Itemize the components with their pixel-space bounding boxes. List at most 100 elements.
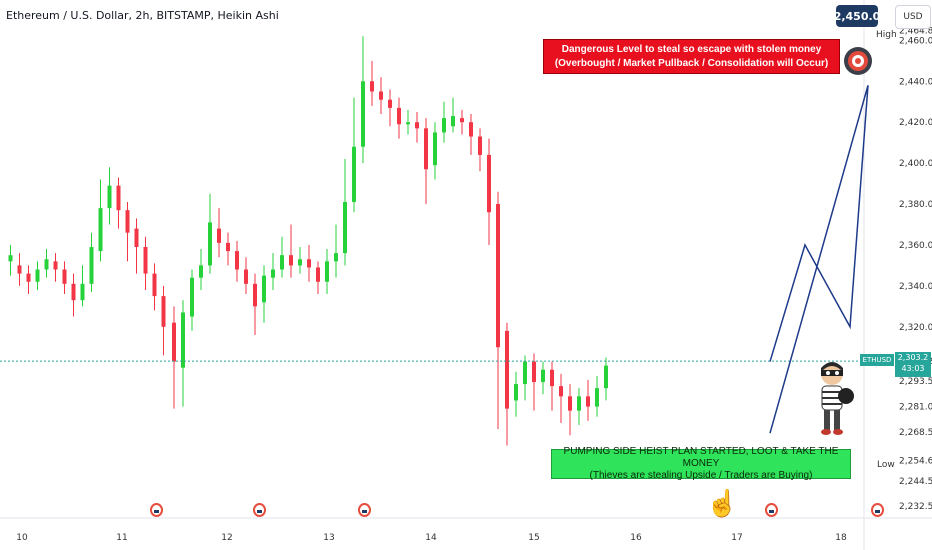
event-badge-icon[interactable]: [765, 503, 778, 517]
heist-annotation: PUMPING SIDE HEIST PLAN STARTED, LOOT & …: [551, 446, 851, 481]
candle-body: [415, 122, 419, 129]
candle-body: [334, 253, 338, 262]
price-tick-label: 2,232.5: [899, 502, 932, 512]
danger-line1: Dangerous Level to steal so escape with …: [561, 43, 822, 55]
currency-button[interactable]: USD: [895, 5, 931, 29]
time-tick-label: 11: [116, 533, 127, 543]
candle-body: [253, 283, 257, 307]
candle-body: [98, 208, 103, 252]
candle-body: [478, 136, 482, 155]
pointing-hand-icon: ☝: [706, 488, 739, 518]
candle-body: [152, 273, 157, 297]
price-tick-label: 2,244.5: [899, 477, 932, 487]
danger-line2: (Overbought / Market Pullback / Consolid…: [554, 57, 829, 69]
danger-annotation: Dangerous Level to steal so escape with …: [543, 39, 840, 74]
event-badge-icon[interactable]: [150, 503, 163, 517]
candle-body: [487, 154, 491, 213]
price-tick-label: 2,281.0: [899, 403, 932, 413]
candle-body: [26, 273, 31, 282]
candle-body: [298, 259, 302, 266]
countdown: 43:03: [901, 364, 925, 373]
candle-body: [71, 283, 76, 301]
candle-body: [433, 132, 437, 166]
time-axis: 10 11 12 13 14 15 16 17 18: [16, 533, 847, 543]
candle-body: [172, 322, 176, 362]
price-tick-label: 2,293.5: [899, 377, 932, 387]
candle-body: [199, 265, 203, 278]
candle-body: [280, 255, 284, 270]
candle-body: [208, 222, 212, 266]
candle-body: [424, 128, 428, 170]
price-tick-label: 2,420.0: [899, 118, 932, 128]
candle-body: [44, 259, 49, 270]
candle-body: [217, 228, 221, 243]
candle-body: [289, 255, 293, 266]
chart-title: Ethereum / U.S. Dollar, 2h, BITSTAMP, He…: [6, 9, 279, 22]
projection-path: [769, 85, 869, 434]
candle-body: [505, 330, 509, 409]
candle-body: [262, 275, 266, 303]
candle-body: [406, 122, 410, 125]
candles-group: [8, 36, 608, 446]
candle-body: [89, 246, 94, 284]
price-axis: 2,464.82,460.0 2,440.0 2,420.0 2,400.0 2,380…: [899, 27, 932, 512]
candle-body: [568, 396, 572, 411]
price-tick-label: 2,440.0: [899, 77, 932, 87]
candle-body: [460, 118, 464, 123]
candle-body: [190, 277, 194, 317]
candle-body: [352, 146, 356, 202]
candle-body: [125, 210, 130, 233]
candle-body: [451, 116, 455, 127]
candle-body: [577, 396, 581, 411]
candle-body: [80, 283, 85, 301]
candle-body: [586, 396, 590, 407]
thief-icon: [821, 362, 854, 435]
event-badge-icon[interactable]: [253, 503, 266, 517]
candle-body: [226, 242, 230, 252]
candle-body: [370, 81, 374, 92]
candle-body: [316, 267, 320, 282]
event-badge-icon[interactable]: [871, 503, 884, 517]
time-tick-label: 10: [16, 533, 28, 543]
candle-body: [8, 255, 13, 262]
last-price-tag: 2,303.2 43:03: [895, 352, 931, 377]
symbol-tag: ETHUSD: [860, 354, 894, 366]
candle-body: [550, 369, 554, 387]
time-tick-label: 12: [221, 533, 232, 543]
candle-body: [271, 269, 275, 278]
low-label: Low: [877, 460, 895, 470]
candle-body: [17, 265, 22, 274]
high-label: High: [876, 30, 897, 40]
candle-body: [523, 361, 527, 385]
price-tick-label: 2,464.8: [899, 27, 932, 37]
event-badge-icon[interactable]: [358, 503, 371, 517]
price-tick-label: 2,268.5: [899, 428, 932, 438]
candle-body: [595, 388, 599, 407]
candle-body: [343, 201, 347, 254]
price-tick-label: 2,460.0: [899, 36, 932, 46]
price-tick-label: 2,360.0: [899, 241, 932, 251]
heist-line2: (Thieves are stealing Upside / Traders a…: [589, 470, 813, 481]
candle-body: [244, 269, 248, 284]
candle-body: [235, 251, 239, 270]
price-tick-label: 2,320.0: [899, 323, 932, 333]
time-tick-label: 18: [835, 533, 847, 543]
candle-body: [397, 107, 401, 125]
last-price: 2,303.2: [897, 353, 929, 362]
candle-body: [62, 269, 67, 284]
candle-body: [379, 91, 383, 100]
time-tick-label: 15: [528, 533, 539, 543]
target-icon: [844, 47, 872, 75]
time-tick-label: 13: [323, 533, 334, 543]
candle-body: [181, 312, 185, 368]
candle-body: [532, 361, 536, 383]
candle-body: [541, 369, 545, 383]
candle-body: [514, 384, 518, 401]
candle-body: [496, 204, 500, 348]
candle-body: [604, 365, 608, 389]
price-tick-label: 2,340.0: [899, 282, 932, 292]
candle-body: [469, 122, 473, 137]
candle-body: [53, 261, 58, 270]
candle-body: [134, 228, 139, 247]
